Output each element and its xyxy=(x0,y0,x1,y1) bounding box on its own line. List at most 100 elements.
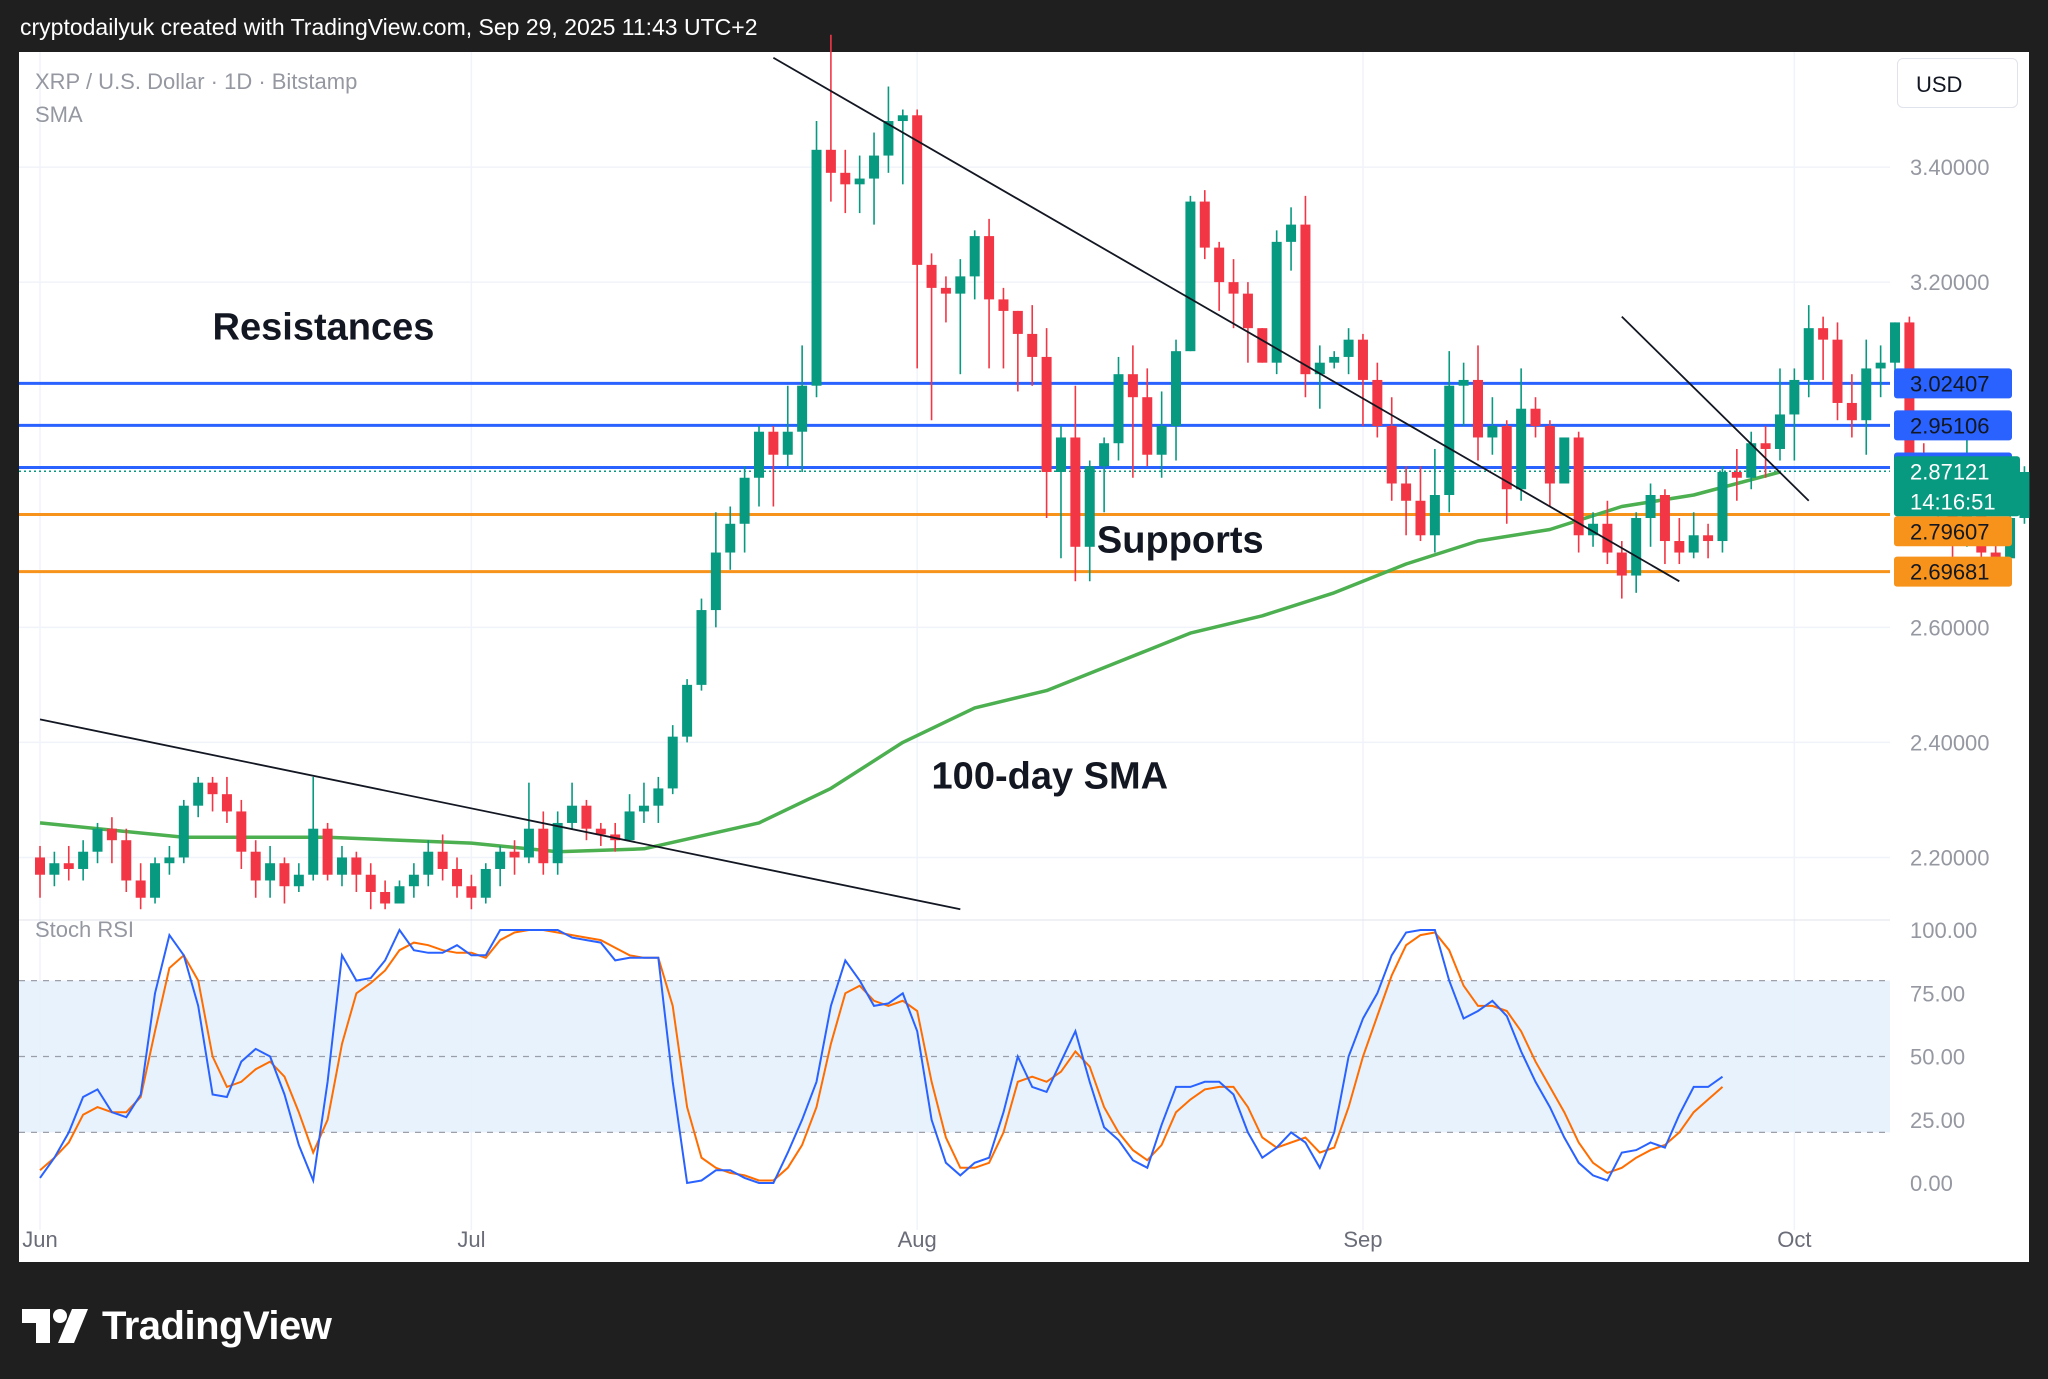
candle-down xyxy=(1530,408,1541,426)
tradingview-footer-logo: TradingView xyxy=(22,1296,332,1356)
rsi-axis-tick: 0.00 xyxy=(1910,1171,1953,1196)
candle-up xyxy=(49,863,60,875)
candle-up xyxy=(1343,339,1354,357)
candle-down xyxy=(1401,483,1412,501)
candle-down xyxy=(1372,379,1383,426)
candle-up xyxy=(1314,362,1325,375)
tradingview-brand-text: TradingView xyxy=(102,1303,332,1348)
candle-down xyxy=(1415,500,1426,536)
candle-up xyxy=(308,828,319,875)
candle-up xyxy=(797,385,808,432)
candle-down xyxy=(1242,293,1253,329)
candle-down xyxy=(63,863,74,869)
candle-up xyxy=(1789,379,1800,415)
candle-up xyxy=(754,431,764,478)
candle-down xyxy=(1659,495,1670,542)
candle-down xyxy=(437,851,448,869)
candle-up xyxy=(1803,328,1814,380)
candle-up xyxy=(567,805,578,823)
candle-down xyxy=(351,857,362,875)
candlesticks xyxy=(35,34,2030,910)
candle-up xyxy=(782,431,793,455)
candle-down xyxy=(1127,374,1138,398)
candle-down xyxy=(984,236,995,300)
tradingview-logo-icon xyxy=(22,1309,88,1343)
supports-annotation: Supports xyxy=(1097,520,1264,562)
candle-up xyxy=(710,552,721,611)
candle-down xyxy=(940,287,951,294)
candle-up xyxy=(653,788,664,806)
candle-down xyxy=(1027,333,1038,357)
candle-down xyxy=(1357,339,1368,380)
candle-up xyxy=(265,863,276,881)
candle-down xyxy=(135,880,146,898)
candle-up xyxy=(394,886,405,904)
candle-up xyxy=(1861,368,1872,421)
candle-up xyxy=(1688,535,1699,553)
candle-up xyxy=(1717,471,1728,542)
candle-down xyxy=(595,828,606,835)
candle-up xyxy=(739,477,750,524)
candle-up xyxy=(1113,374,1124,444)
resistance-2-badge xyxy=(1894,410,2012,441)
candle-up xyxy=(150,863,161,898)
time-axis-tick: Jun xyxy=(22,1227,57,1252)
candle-up xyxy=(682,684,693,737)
support-2-badge-label: 2.69681 xyxy=(1910,560,1990,585)
price-axis-tick: 3.40000 xyxy=(1910,155,1990,180)
candle-down xyxy=(912,115,923,265)
candle-up xyxy=(1631,518,1642,576)
candle-down xyxy=(1473,379,1483,438)
candle-down xyxy=(221,794,232,812)
candle-down xyxy=(1386,425,1397,484)
resistance-3-badge xyxy=(1894,368,2012,399)
candle-up xyxy=(869,155,880,179)
current-price-badge xyxy=(1894,456,2020,517)
support-1-badge xyxy=(1894,516,2012,547)
candle-down xyxy=(279,863,290,887)
candle-up xyxy=(78,851,89,869)
candle-up xyxy=(1271,241,1282,363)
lower-trendline xyxy=(39,718,961,911)
candle-down xyxy=(1257,328,1268,363)
author-credit: cryptodailyuk created with TradingView.c… xyxy=(20,14,758,40)
price-axis-tick: 3.20000 xyxy=(1910,270,1990,295)
candle-up xyxy=(1774,414,1785,449)
candle-down xyxy=(1544,425,1555,484)
price-axis-tick: 2.60000 xyxy=(1910,615,1990,640)
candle-up xyxy=(955,276,966,294)
candle-up xyxy=(1099,443,1110,467)
candle-up xyxy=(696,610,707,685)
candle-up xyxy=(193,782,204,806)
candle-down xyxy=(1142,397,1153,455)
candle-down xyxy=(1731,471,1742,478)
candle-down xyxy=(768,431,779,455)
currency-button[interactable]: USD xyxy=(1897,58,2018,108)
candle-down xyxy=(1501,425,1512,490)
candle-up xyxy=(293,874,304,887)
rsi-axis-tick: 50.00 xyxy=(1910,1045,1965,1070)
candle-down xyxy=(1832,339,1843,403)
candle-up xyxy=(811,149,822,386)
resistance-2-badge-label: 2.95106 xyxy=(1910,413,1990,438)
candle-up xyxy=(1559,437,1570,484)
candle-up xyxy=(1875,362,1886,369)
candle-down xyxy=(1703,535,1714,542)
candle-down xyxy=(1818,328,1829,340)
candle-down xyxy=(1674,541,1685,553)
support-2-badge xyxy=(1894,556,2012,587)
candle-up xyxy=(495,851,506,869)
candle-up xyxy=(1746,443,1757,478)
chart-title: XRP / U.S. Dollar · 1D · Bitstamp xyxy=(35,69,357,94)
candle-down xyxy=(1214,247,1225,283)
candle-up xyxy=(1429,495,1440,536)
sma-100-line xyxy=(39,470,1781,854)
candle-down xyxy=(365,874,376,892)
time-axis-tick: Oct xyxy=(1777,1227,1811,1252)
candle-down xyxy=(1616,552,1627,576)
candle-up xyxy=(2019,471,2030,519)
candle-down xyxy=(538,828,549,864)
candle-up xyxy=(1890,322,1901,363)
candle-up xyxy=(1286,224,1297,242)
